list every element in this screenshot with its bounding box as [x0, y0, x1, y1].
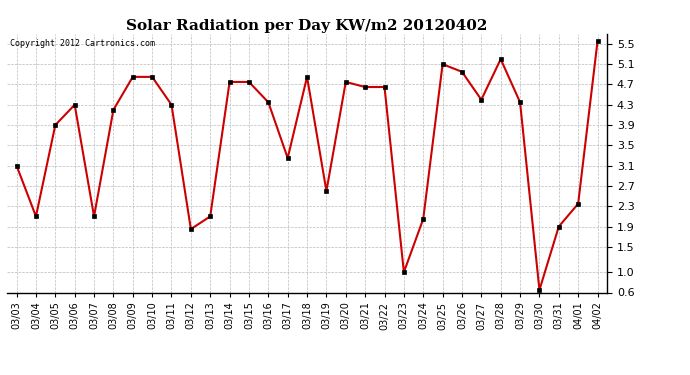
Title: Solar Radiation per Day KW/m2 20120402: Solar Radiation per Day KW/m2 20120402 — [126, 19, 488, 33]
Text: Copyright 2012 Cartronics.com: Copyright 2012 Cartronics.com — [10, 39, 155, 48]
